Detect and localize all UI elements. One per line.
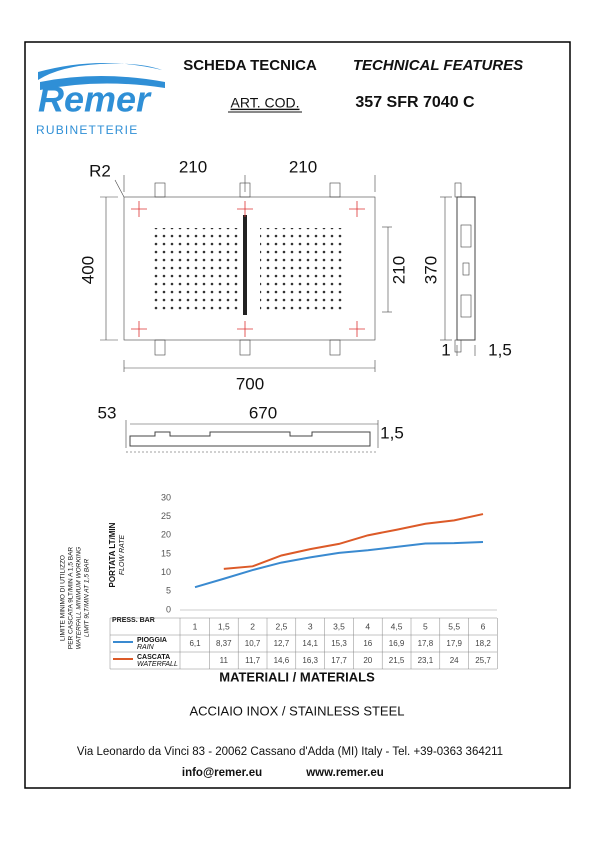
x-tick-label: 6 xyxy=(481,621,486,631)
value-label: 21,5 xyxy=(389,656,405,665)
value-label: 15,3 xyxy=(331,639,347,648)
materials-title: MATERIALI / MATERIALS xyxy=(219,669,375,684)
x-tick-label: 3 xyxy=(308,621,313,631)
dim-label: 670 xyxy=(249,403,277,422)
x-tick-label: 1 xyxy=(193,621,198,631)
legend-label: RAIN xyxy=(137,644,155,651)
logo: Remer RUBINETTERIE xyxy=(36,62,165,137)
note: WATERFALL MINIMUM WORKING xyxy=(76,547,83,649)
value-label: 16,3 xyxy=(302,656,318,665)
legend-label: CASCATA xyxy=(137,654,170,661)
note: LIMIT 9LT/MIN AT 1,5 BAR xyxy=(84,559,91,638)
y-tick-label: 30 xyxy=(161,492,171,502)
series-line xyxy=(223,513,484,570)
value-label: 20 xyxy=(363,656,372,665)
email: info@remer.eu xyxy=(182,767,262,779)
x-label: PRESS. BAR xyxy=(112,617,155,624)
legend-label: WATERFALL xyxy=(137,661,178,668)
dim-label: 1,5 xyxy=(380,423,404,442)
value-label: 6,1 xyxy=(189,639,201,648)
y-tick-label: 5 xyxy=(166,586,171,596)
legend-label: PIOGGIA xyxy=(137,637,167,644)
side-view xyxy=(440,182,476,356)
web: www.remer.eu xyxy=(305,767,384,779)
y-tick-label: 25 xyxy=(161,511,171,521)
value-label: 24 xyxy=(450,656,459,665)
y-tick-label: 10 xyxy=(161,567,171,577)
dim-label: 210 xyxy=(389,256,408,284)
series-line xyxy=(194,541,484,589)
value-label: 17,8 xyxy=(418,639,434,648)
value-label: 11,7 xyxy=(245,656,261,665)
address: Via Leonardo da Vinci 83 - 20062 Cassano… xyxy=(77,746,503,758)
value-label: 14,6 xyxy=(274,656,290,665)
value-label: 11 xyxy=(220,656,229,665)
code: 357 SFR 7040 C xyxy=(355,94,475,111)
x-tick-label: 1,5 xyxy=(218,621,230,631)
chart: PORTATA LT/MIN FLOW RATE LIMITE MINIMO D… xyxy=(60,492,498,670)
dim-label: 210 xyxy=(179,157,207,176)
x-tick-label: 2,5 xyxy=(275,621,287,631)
value-label: 16,9 xyxy=(389,639,405,648)
note: PER CASCATA 9LT/MIN A 1,5 BAR xyxy=(68,547,75,650)
value-label: 23,1 xyxy=(418,656,434,665)
dimensions: R2 210 210 400 210 370 1 1,5 700 53 670 … xyxy=(78,157,511,442)
material: ACCIAIO INOX / STAINLESS STEEL xyxy=(189,703,404,718)
value-label: 12,7 xyxy=(274,639,290,648)
top-view xyxy=(100,175,392,372)
dim-label: 700 xyxy=(236,374,264,393)
logo-tagline: RUBINETTERIE xyxy=(36,123,138,137)
value-label: 8,37 xyxy=(216,639,232,648)
bottom-view xyxy=(125,420,379,453)
x-tick-label: 2 xyxy=(250,621,255,631)
value-label: 25,7 xyxy=(475,656,491,665)
value-label: 18,2 xyxy=(475,639,491,648)
frame xyxy=(24,41,571,789)
y-label-en: FLOW RATE xyxy=(119,535,126,576)
x-tick-label: 5,5 xyxy=(448,621,460,631)
y-tick-label: 0 xyxy=(166,604,171,614)
dim-label: R2 xyxy=(89,161,111,180)
dim-label: 1 xyxy=(441,340,450,359)
value-label: 14,1 xyxy=(302,639,318,648)
x-tick-label: 4 xyxy=(365,621,370,631)
title-it: SCHEDA TECNICA xyxy=(183,57,317,74)
value-label: 16 xyxy=(363,639,372,648)
dim-label: 1,5 xyxy=(488,340,512,359)
value-label: 17,7 xyxy=(331,656,347,665)
dim-label: 400 xyxy=(78,256,97,284)
dim-label: 53 xyxy=(98,403,117,422)
value-label: 17,9 xyxy=(446,639,462,648)
y-tick-label: 15 xyxy=(161,548,171,558)
code-label: ART. COD. xyxy=(231,95,300,111)
title-en: TECHNICAL FEATURES xyxy=(353,57,523,74)
y-label: PORTATA LT/MIN xyxy=(108,522,117,587)
logo-name: Remer xyxy=(38,79,152,120)
value-label: 10,7 xyxy=(245,639,261,648)
x-tick-label: 3,5 xyxy=(333,621,345,631)
x-tick-label: 5 xyxy=(423,621,428,631)
note: LIMITE MINIMO DI UTILIZZO xyxy=(60,555,67,641)
dim-label: 210 xyxy=(289,157,317,176)
x-tick-label: 4,5 xyxy=(391,621,403,631)
dim-label: 370 xyxy=(421,256,440,284)
y-tick-label: 20 xyxy=(161,530,171,540)
